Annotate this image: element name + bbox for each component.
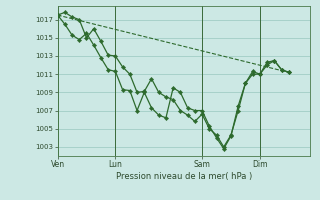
X-axis label: Pression niveau de la mer( hPa ): Pression niveau de la mer( hPa ) <box>116 172 252 181</box>
